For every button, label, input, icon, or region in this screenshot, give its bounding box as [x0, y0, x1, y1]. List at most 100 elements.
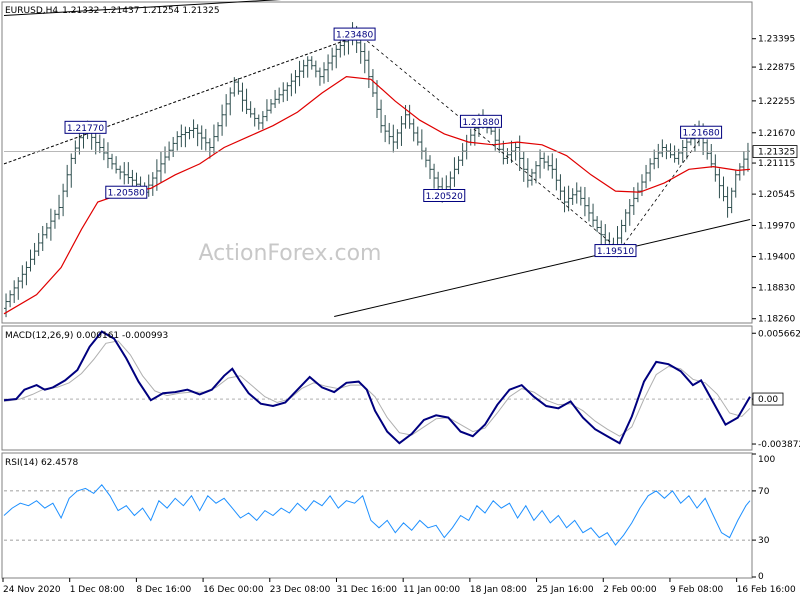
- ohlc-bar: [383, 115, 388, 143]
- ohlc-bar: [648, 158, 653, 182]
- ohlc-bar: [379, 99, 384, 133]
- ohlc-bar: [65, 164, 70, 198]
- ohlc-bar: [517, 135, 522, 171]
- ohlc-bar: [741, 150, 746, 176]
- current-price-tag: [752, 145, 798, 158]
- ohlc-bar: [529, 168, 534, 186]
- ohlc-bar: [105, 142, 110, 169]
- ohlc-bar: [301, 59, 306, 78]
- ohlc-bar: [423, 147, 428, 168]
- price-annotation: 1.21880: [459, 114, 502, 128]
- price-annotation-text: 1.20580: [108, 189, 145, 199]
- ohlc-bar: [269, 98, 274, 114]
- ohlc-bar: [733, 170, 738, 198]
- ohlc-bar: [717, 168, 722, 199]
- ohlc-bar: [313, 60, 318, 78]
- ohlc-bar: [101, 138, 106, 161]
- price-axis-tick-label: 1.22255: [758, 97, 795, 107]
- x-axis-label: 2 Feb 00:00: [603, 585, 657, 595]
- ohlc-bar: [415, 126, 420, 146]
- ohlc-bar: [391, 124, 396, 153]
- ohlc-bar: [660, 139, 665, 158]
- ohlc-bar: [236, 77, 241, 95]
- x-axis-label: 31 Dec 16:00: [336, 585, 397, 595]
- macd-axis-tick-label: -0.003872: [758, 440, 800, 450]
- ohlc-bar: [582, 187, 587, 217]
- price-axis-tick-label: 1.20545: [758, 190, 795, 200]
- channel-dotted-line: [3, 33, 363, 165]
- ohlc-bar: [203, 128, 208, 151]
- ohlc-bar: [93, 131, 98, 155]
- price-annotation-box: [680, 125, 723, 139]
- rsi-axis-tick-label: 30: [758, 536, 770, 546]
- x-axis-label: 24 Nov 2020: [3, 585, 61, 595]
- ohlc-bar: [721, 176, 726, 202]
- price-axis-tick-label: 1.19400: [758, 253, 795, 263]
- ohlc-bar: [525, 158, 530, 188]
- support-trendline: [334, 219, 751, 317]
- ohlc-bar: [566, 185, 571, 212]
- price-axis-tick-label: 1.21115: [758, 159, 795, 169]
- ohlc-bar: [32, 242, 37, 265]
- macd-signal-line: [3, 340, 751, 437]
- ohlc-bar: [281, 82, 286, 103]
- ohlc-bar: [395, 129, 400, 149]
- price-annotation-text: 1.23480: [336, 31, 373, 41]
- price-annotation: 1.20520: [423, 188, 466, 202]
- ohlc-bar: [264, 99, 269, 122]
- price-annotation: 1.23480: [333, 27, 376, 41]
- ohlc-bar: [538, 149, 543, 179]
- ohlc-bar: [737, 163, 742, 181]
- ohlc-bar: [709, 144, 714, 168]
- ohlc-bar: [260, 111, 265, 130]
- ohlc-bar: [558, 174, 563, 201]
- ohlc-bar: [195, 124, 200, 147]
- ohlc-bar: [472, 124, 477, 146]
- ohlc-bar: [554, 158, 559, 191]
- rsi-axis-tick-label: 100: [758, 455, 775, 465]
- ohlc-bar: [110, 153, 115, 170]
- ohlc-bar: [546, 155, 551, 171]
- ohlc-bar: [578, 186, 583, 206]
- ohlc-bar: [175, 131, 180, 151]
- ohlc-bar: [362, 42, 367, 74]
- price-annotation-text: 1.21680: [682, 129, 719, 139]
- macd-line: [3, 330, 751, 445]
- ohlc-bar: [668, 143, 673, 159]
- price-annotation: 1.21770: [64, 120, 107, 134]
- ohlc-bar: [48, 208, 53, 241]
- price-annotation: 1.19510: [594, 244, 637, 258]
- ohlc-bar: [570, 188, 575, 205]
- ohlc-bar: [656, 143, 661, 169]
- ohlc-bar: [61, 183, 66, 217]
- ohlc-bar: [375, 80, 379, 119]
- ohlc-bar: [497, 128, 502, 153]
- ohlc-bar: [501, 140, 506, 165]
- ohlc-bar: [69, 153, 74, 188]
- ohlc-bar: [370, 69, 375, 97]
- x-axis-label: 16 Dec 00:00: [203, 585, 264, 595]
- price-annotation-box: [594, 244, 637, 258]
- price-annotation: 1.21680: [680, 125, 723, 139]
- ohlc-bar: [24, 261, 29, 286]
- ohlc-bar: [460, 143, 465, 166]
- ohlc-bar: [493, 126, 498, 151]
- price-annotation: 1.20580: [105, 185, 148, 199]
- ohlc-bar: [672, 145, 677, 163]
- price-axis-tick-label: 1.23395: [758, 35, 795, 45]
- ohlc-bar: [179, 124, 184, 148]
- ohlc-bar: [366, 50, 371, 89]
- ohlc-bar: [126, 162, 131, 184]
- ohlc-bar: [542, 152, 547, 169]
- rsi-panel: [1, 452, 753, 579]
- macd-plot: [3, 330, 751, 445]
- rsi-header: RSI(14) 62.4578: [5, 458, 78, 468]
- ohlc-bar: [574, 182, 579, 204]
- price-annotation-text: 1.21770: [67, 124, 104, 134]
- current-macd-tag-text: 0.00: [758, 395, 778, 405]
- ohlc-bar: [713, 154, 718, 182]
- ohlc-bar: [256, 114, 261, 130]
- ohlc-bar: [216, 122, 221, 142]
- ohlc-bar: [16, 277, 21, 300]
